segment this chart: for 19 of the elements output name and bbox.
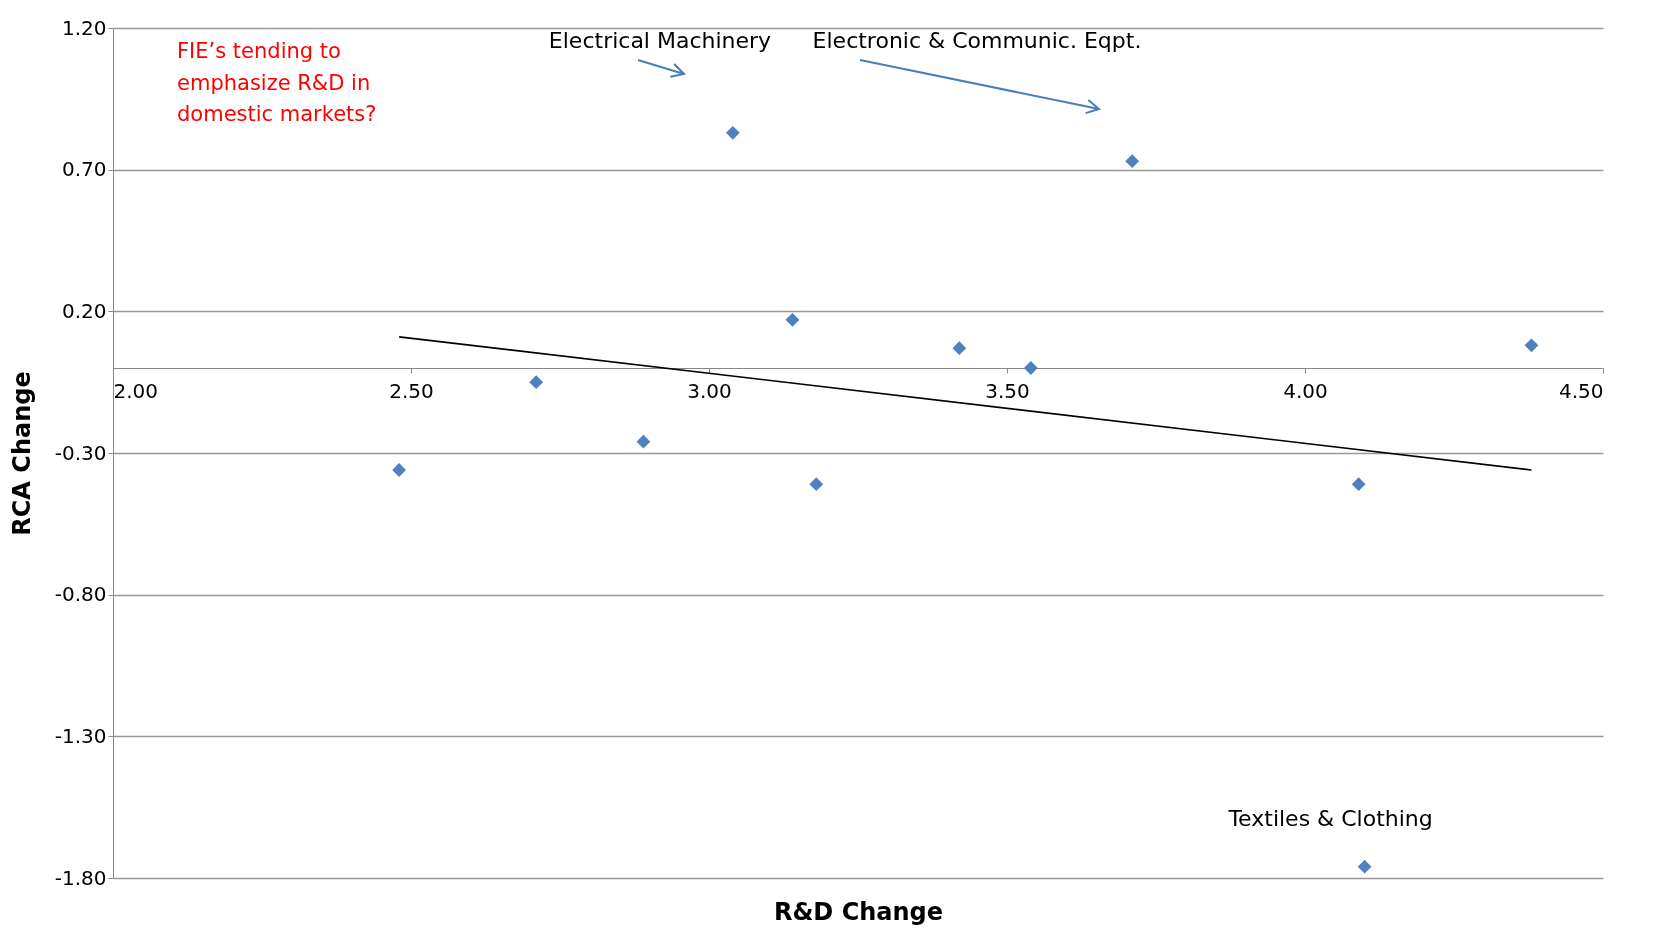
x-tick-label: 2.00 [113,378,159,403]
annotation: FIE’s tending to emphasize R&D in domestic markets? [177,38,378,128]
y-axis-title: RCA Change [7,371,36,536]
x-axis-title: R&D Change [773,897,944,926]
x-tick-label: 4.50 [1558,378,1604,403]
y-tick-label: -0.80 [54,582,107,607]
annotation: Electronic & Communic. Eqpt. [812,27,1142,53]
annotation: Textiles & Clothing [1227,805,1433,831]
y-tick-label: 0.70 [61,157,107,182]
x-tick-label: 3.50 [985,378,1030,403]
y-tick-label: 0.20 [61,298,107,323]
y-tick-label: 1.20 [61,15,107,40]
y-tick-label: -1.30 [54,723,107,748]
y-tick-label: -0.30 [54,440,107,465]
annotation: Electrical Machinery [548,27,772,53]
x-tick-label: 2.50 [389,378,434,403]
x-tick-label: 3.00 [687,378,732,403]
x-tick-label: 4.00 [1283,378,1328,403]
y-tick-label: -1.80 [54,865,107,890]
